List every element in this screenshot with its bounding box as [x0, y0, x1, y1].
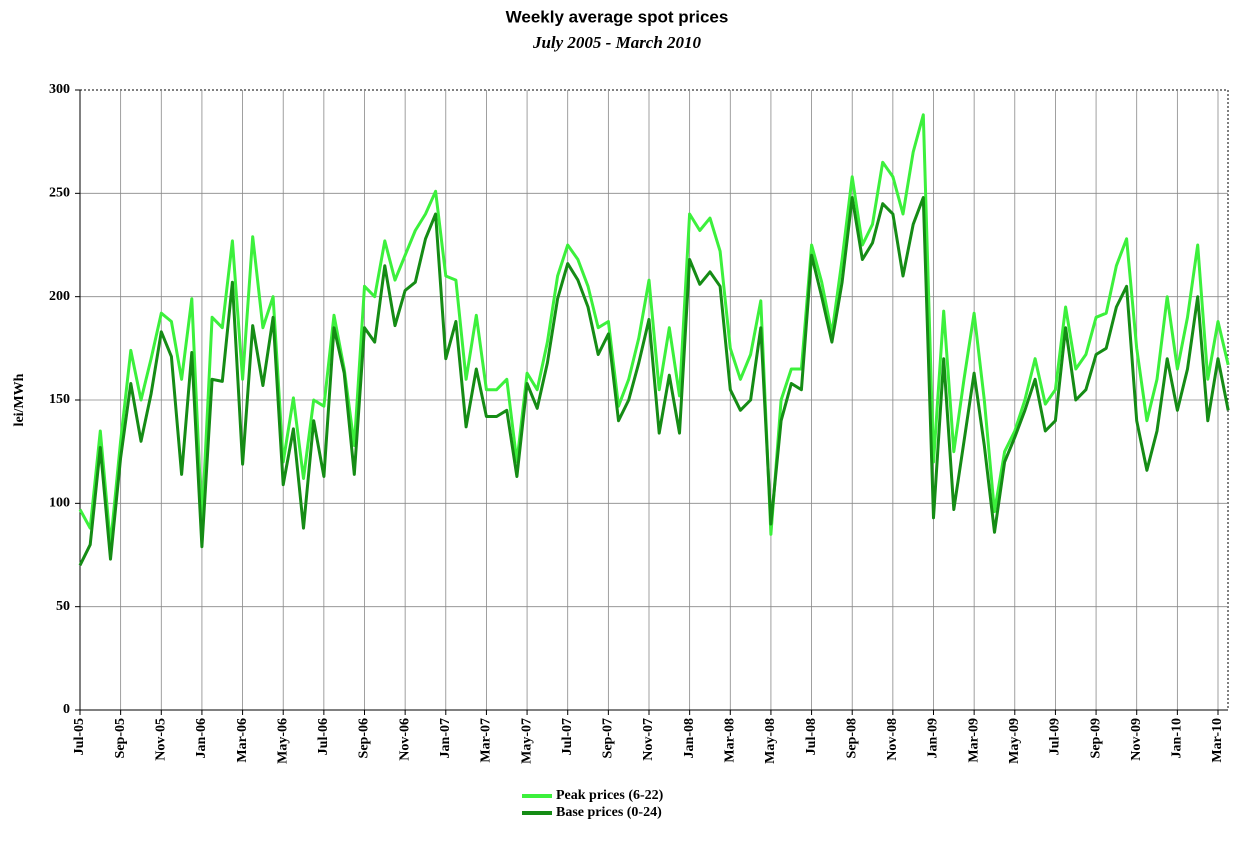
x-tick-label: May-06	[275, 718, 290, 764]
y-tick-label: 250	[49, 186, 70, 201]
y-axis-label: lei/MWh	[12, 373, 27, 426]
x-tick-label: Nov-09	[1129, 718, 1144, 761]
series-line	[78, 196, 1230, 566]
x-tick-label: May-08	[763, 718, 778, 764]
y-tick-label: 150	[49, 392, 70, 407]
x-tick-label: Jul-05	[72, 718, 87, 755]
x-tick-label: Mar-09	[966, 718, 981, 763]
x-tick-label: Mar-10	[1210, 718, 1225, 763]
x-tick-label: Sep-07	[601, 718, 616, 758]
x-tick-label: Mar-07	[479, 718, 494, 763]
x-tick-label: Jul-08	[804, 718, 819, 755]
x-tick-label: May-09	[1007, 718, 1022, 764]
x-tick-label: May-07	[519, 718, 534, 764]
x-tick-label: Nov-06	[397, 718, 412, 761]
x-tick-label: Sep-08	[844, 718, 859, 758]
x-tick-label: Jan-08	[682, 718, 697, 758]
y-tick-label: 50	[56, 599, 70, 614]
x-tick-label: Mar-08	[723, 718, 738, 763]
x-tick-label: Jan-06	[194, 718, 209, 758]
y-tick-label: 200	[49, 289, 70, 304]
x-tick-label: Jul-09	[1048, 718, 1063, 755]
x-tick-label: Jan-07	[438, 718, 453, 758]
x-tick-label: Mar-06	[235, 718, 250, 763]
x-tick-label: Jan-09	[926, 718, 941, 758]
x-tick-label: Jan-10	[1170, 718, 1185, 758]
series-line	[78, 113, 1230, 547]
legend-label: Base prices (0-24)	[556, 805, 662, 820]
x-tick-label: Jul-06	[316, 718, 331, 755]
x-tick-label: Sep-09	[1088, 718, 1103, 758]
x-tick-label: Nov-08	[885, 718, 900, 761]
y-tick-label: 100	[49, 496, 70, 511]
legend-label: Peak prices (6-22)	[556, 788, 664, 803]
chart-subtitle: July 2005 - March 2010	[532, 33, 702, 52]
x-tick-label: Nov-07	[641, 718, 656, 761]
y-tick-label: 0	[63, 702, 70, 717]
chart-title: Weekly average spot prices	[506, 7, 729, 26]
x-tick-label: Sep-05	[113, 718, 128, 758]
y-tick-label: 300	[49, 82, 70, 97]
x-tick-label: Nov-05	[154, 718, 169, 761]
x-tick-label: Sep-06	[357, 718, 372, 758]
x-tick-label: Jul-07	[560, 718, 575, 755]
